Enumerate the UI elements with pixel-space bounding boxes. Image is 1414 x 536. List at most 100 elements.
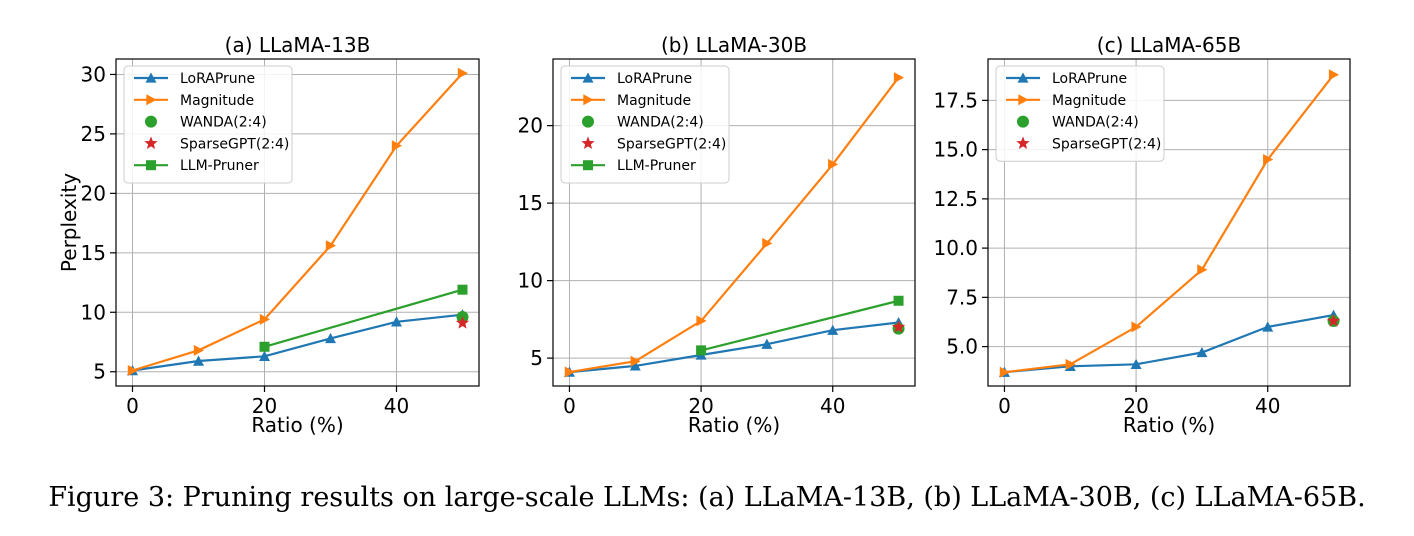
legend-item-loraprune: LoRAPrune xyxy=(1006,71,1127,87)
data-point xyxy=(891,320,906,333)
legend-item-loraprune: LoRAPrune xyxy=(134,71,255,87)
y-tick-label: 10 xyxy=(518,269,543,293)
series-line xyxy=(569,321,899,374)
data-point xyxy=(1065,358,1076,370)
y-tick-label: 30 xyxy=(81,62,106,86)
legend-item-wanda-2-4: WANDA(2:4) xyxy=(145,115,267,131)
chart-panel-2: 0 20 40 5 10 15 20 (b) LLaMA-30B Ratio (%) LoRAPr… xyxy=(518,33,916,437)
series-magnitude xyxy=(564,72,905,378)
series-loraprune xyxy=(127,309,468,376)
series-magnitude xyxy=(127,67,468,377)
x-axis-label: Ratio (%) xyxy=(1123,413,1215,437)
series-llm-pruner xyxy=(259,284,468,352)
series-loraprune xyxy=(563,316,905,377)
legend-marker xyxy=(581,136,595,150)
legend-label: Magnitude xyxy=(617,93,691,109)
legend-item-wanda-2-4: WANDA(2:4) xyxy=(1017,115,1139,131)
y-tick-label: 12.5 xyxy=(933,187,978,211)
legend-label: LoRAPrune xyxy=(180,71,255,87)
legend-marker xyxy=(145,115,157,128)
data-point xyxy=(457,67,468,79)
legend-item-sparsegpt-2-4: SparseGPT(2:4) xyxy=(144,136,289,152)
legend-item-wanda-2-4: WANDA(2:4) xyxy=(582,115,704,131)
data-point xyxy=(629,360,641,371)
data-point xyxy=(1326,313,1341,327)
series-sparsegpt-2-4 xyxy=(1326,313,1341,327)
legend-marker xyxy=(1017,115,1029,128)
y-tick-label: 5 xyxy=(530,346,543,370)
data-point xyxy=(1328,69,1340,81)
data-point xyxy=(827,324,839,335)
legend-label: Magnitude xyxy=(180,93,254,109)
data-point xyxy=(127,365,138,377)
y-axis-label: Perplexity xyxy=(57,173,81,272)
y-tick-label: 5 xyxy=(93,360,106,384)
x-axis-label: Ratio (%) xyxy=(251,413,343,437)
x-axis-label: Ratio (%) xyxy=(688,413,780,437)
data-point xyxy=(1131,321,1142,333)
legend: LoRAPrune Magnitude WANDA(2:4) SparseGPT(2:… xyxy=(995,65,1165,162)
legend-marker xyxy=(1017,72,1029,83)
legend-item-sparsegpt-2-4: SparseGPT(2:4) xyxy=(581,136,726,152)
data-point xyxy=(1130,358,1142,370)
y-tick-label: 15 xyxy=(518,191,543,215)
y-tick-label: 17.5 xyxy=(933,88,978,112)
data-point xyxy=(828,158,839,170)
series-line xyxy=(264,288,463,348)
y-tick-label: 10 xyxy=(81,300,106,324)
legend-marker xyxy=(583,160,593,171)
legend-label: LoRAPrune xyxy=(617,71,692,87)
data-point xyxy=(325,240,336,252)
legend-item-magnitude: Magnitude xyxy=(134,93,254,109)
plot-frame xyxy=(552,58,916,387)
legend-label: LoRAPrune xyxy=(1052,71,1127,87)
data-point xyxy=(564,366,575,378)
legend-marker xyxy=(582,72,594,83)
data-point xyxy=(893,295,904,306)
legend-marker xyxy=(145,72,157,83)
data-point xyxy=(193,344,204,356)
chart-panel-1: 0 20 40 5 10 15 20 25 30 (a) LLaMA-13B Ratio (%) Pe… xyxy=(57,33,480,437)
legend-marker xyxy=(144,136,158,150)
series-sparsegpt-2-4 xyxy=(891,320,906,333)
legend-item-magnitude: Magnitude xyxy=(1006,93,1126,109)
legend-label: SparseGPT(2:4) xyxy=(1052,136,1161,152)
chart-title: (b) LLaMA-30B xyxy=(661,33,807,57)
x-tick-label: 20 xyxy=(1123,394,1148,418)
legend: LoRAPrune Magnitude WANDA(2:4) SparseGPT(2:… xyxy=(560,65,730,184)
legend-box xyxy=(123,65,293,184)
plot-frame xyxy=(987,58,1351,387)
data-point xyxy=(457,284,468,295)
data-point xyxy=(893,72,905,84)
data-point xyxy=(999,366,1010,378)
data-point xyxy=(630,355,641,367)
data-point xyxy=(259,350,270,361)
x-tick-label: 0 xyxy=(998,394,1011,418)
y-tick-label: 5.0 xyxy=(946,335,978,359)
legend-label: Magnitude xyxy=(1052,93,1126,109)
x-tick-label: 40 xyxy=(1255,394,1280,418)
legend-label: SparseGPT(2:4) xyxy=(180,136,289,152)
legend-marker xyxy=(146,94,157,106)
chart-title: (a) LLaMA-13B xyxy=(225,33,371,57)
legend-item-llm-pruner: LLM-Pruner xyxy=(134,158,259,174)
data-point xyxy=(391,316,402,327)
legend-marker xyxy=(1016,136,1030,150)
series-sparsegpt-2-4 xyxy=(455,315,470,329)
x-tick-label: 20 xyxy=(252,394,277,418)
legend-label: WANDA(2:4) xyxy=(180,115,267,131)
chart-panel-3: 0 20 40 5.0 7.5 10.0 12.5 15.0 17.5 (c) LLaMA-65B… xyxy=(933,33,1351,437)
series-line xyxy=(569,76,900,374)
y-tick-label: 10.0 xyxy=(933,236,978,260)
data-point xyxy=(1197,264,1208,276)
data-point xyxy=(761,338,773,349)
legend-label: WANDA(2:4) xyxy=(617,115,704,131)
data-point xyxy=(1262,321,1274,332)
legend-label: WANDA(2:4) xyxy=(1052,115,1139,131)
legend-marker xyxy=(582,115,594,128)
x-tick-label: 40 xyxy=(384,394,409,418)
data-point xyxy=(325,332,336,344)
figure-panels: 0 20 40 5 10 15 20 25 30 (a) LLaMA-13B Ratio (%) Pe… xyxy=(57,33,1351,437)
series-line xyxy=(132,313,463,372)
legend-label: SparseGPT(2:4) xyxy=(617,136,726,152)
